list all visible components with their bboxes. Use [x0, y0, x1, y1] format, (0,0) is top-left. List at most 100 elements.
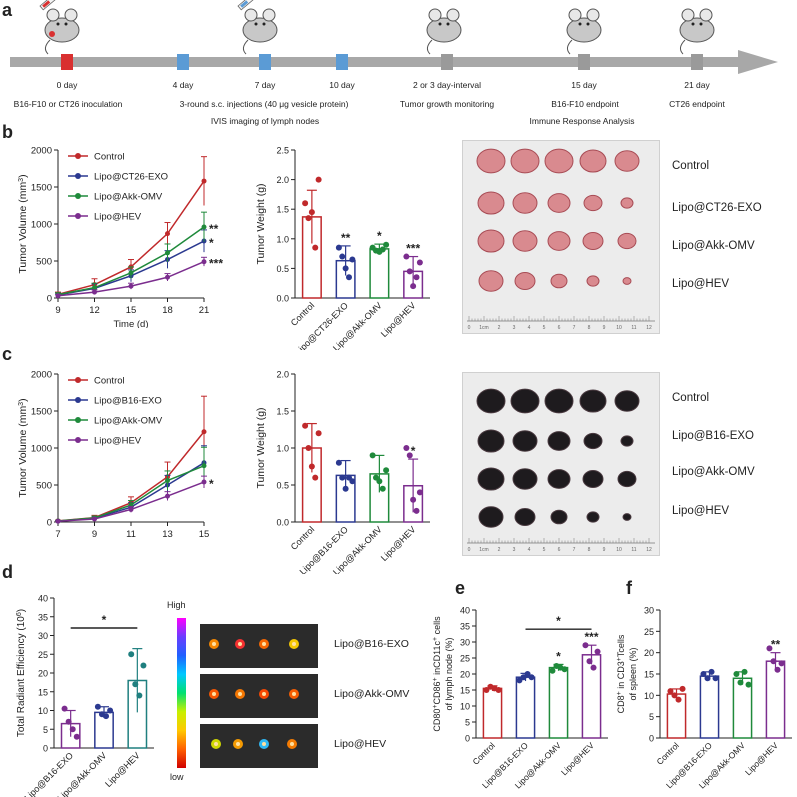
ruler-label: 1cm: [479, 325, 488, 331]
mouse-icon-1: [242, 8, 278, 55]
replicate-point: [416, 489, 423, 496]
mouse-ear: [46, 8, 60, 22]
y-tick-label: 1500: [31, 407, 52, 418]
legend-marker: [75, 213, 81, 219]
x-tick-label: 13: [162, 529, 173, 540]
mouse-eye: [262, 22, 266, 26]
y-tick-label: 5: [465, 718, 470, 728]
mouse-body: [44, 17, 80, 43]
replicate-point: [132, 681, 139, 688]
category-label: Control: [654, 740, 681, 767]
replicate-point: [302, 200, 309, 207]
mouse-icon-4: [679, 8, 715, 55]
timeline-day-7: 7 day: [254, 80, 276, 90]
y-axis-title-part: Tumor Volume (mm: [17, 406, 29, 498]
replicate-point: [312, 244, 319, 251]
panel-label-d: d: [2, 562, 13, 582]
significance-mark: *: [209, 236, 214, 250]
x-tick-label: 15: [199, 529, 210, 540]
mouse-ear: [262, 8, 276, 22]
panel-label-f: f: [626, 578, 632, 598]
significance-mark: *: [556, 649, 561, 663]
photo-b-label-akkomv: Lipo@Akk-OMV: [672, 240, 755, 252]
legend-label: Lipo@B16-EXO: [94, 396, 162, 407]
y-axis-title-part: ): [17, 398, 29, 402]
x-tick-label: 18: [162, 305, 173, 316]
ivis-image-hev: [200, 724, 318, 768]
y-tick-label: 1.0: [276, 444, 289, 454]
replicate-point: [679, 685, 686, 692]
category-label: Lipo@HEV: [743, 740, 780, 777]
mouse-ear: [244, 8, 258, 22]
ivis-signal-core: [212, 642, 216, 646]
timeline-day-0: 0 day: [56, 80, 78, 90]
y-axis-title-part: +: [616, 691, 623, 695]
ruler-label: 6: [558, 325, 561, 331]
data-point: [201, 224, 207, 230]
mouse-tail: [426, 39, 433, 55]
replicate-point: [708, 668, 715, 675]
data-point: [165, 274, 170, 280]
event-ivis: IVIS imaging of lymph nodes: [210, 116, 320, 126]
replicate-point: [308, 209, 315, 216]
tumor-image: [510, 148, 540, 174]
significance-mark: *: [556, 614, 561, 628]
chart-c-tumor-volume: 0 500 1000 1500 2000 7 9 11 13 15 Tumor Volume (mm…: [17, 370, 214, 541]
significance-mark: ***: [209, 257, 223, 271]
ruler-label: 9: [603, 547, 606, 553]
bar: [482, 687, 503, 739]
legend-label: Lipo@CT26-EXO: [94, 172, 168, 183]
replicate-point: [416, 259, 423, 266]
timeline-day-4: 4 day: [172, 80, 194, 90]
tumor-image: [477, 429, 505, 453]
replicate-point: [339, 253, 346, 260]
bar: [369, 248, 390, 299]
mouse-eye: [586, 22, 590, 26]
legend-label: Lipo@HEV: [94, 212, 142, 223]
ivis-signal-core: [238, 692, 242, 696]
y-axis-title-part: Tumor Volume (mm: [17, 182, 29, 274]
mouse-ear: [446, 8, 460, 22]
tumor-image: [476, 388, 506, 414]
significance-mark: ***: [584, 630, 598, 644]
tumor-image: [620, 435, 634, 447]
syringe-fluid: [240, 0, 249, 8]
mouse-body: [242, 17, 278, 43]
data-point: [201, 429, 207, 435]
y-tick-label: 0.5: [276, 481, 289, 491]
y-tick-label: 30: [644, 606, 654, 616]
tumor-image: [477, 191, 505, 215]
tumor-image: [477, 467, 505, 491]
replicate-point: [712, 675, 719, 682]
y-tick-label: 1500: [31, 183, 52, 194]
data-point: [128, 270, 134, 276]
data-point: [92, 285, 97, 291]
replicate-point: [379, 485, 386, 492]
tumor-image: [614, 390, 640, 412]
y-tick-label: 35: [460, 622, 470, 632]
ivis-label-hev: Lipo@HEV: [334, 738, 387, 750]
y-tick-label: 25: [38, 650, 48, 660]
mouse-eye: [254, 22, 258, 26]
legend-marker: [75, 397, 81, 403]
replicate-point: [349, 256, 356, 263]
y-tick-label: 10: [644, 691, 654, 701]
mouse-body: [679, 17, 715, 43]
data-point: [55, 518, 61, 524]
y-tick-label: 25: [644, 627, 654, 637]
replicate-point: [410, 496, 417, 503]
mouse-tail: [44, 39, 51, 55]
ruler-label: 5: [543, 547, 546, 553]
timeline-marker-4: [441, 54, 453, 70]
replicate-point: [737, 679, 744, 686]
ruler-label: 2: [498, 547, 501, 553]
category-label: Control: [289, 524, 317, 552]
replicate-point: [413, 507, 420, 514]
x-axis-title: Time (d): [113, 319, 148, 328]
ruler-label: 7: [573, 325, 576, 331]
ruler-label: 1cm: [479, 547, 488, 553]
replicate-point: [704, 675, 711, 682]
y-tick-label: 10: [38, 706, 48, 716]
replicate-point: [410, 283, 417, 290]
ivis-image-akkomv: [200, 674, 318, 718]
